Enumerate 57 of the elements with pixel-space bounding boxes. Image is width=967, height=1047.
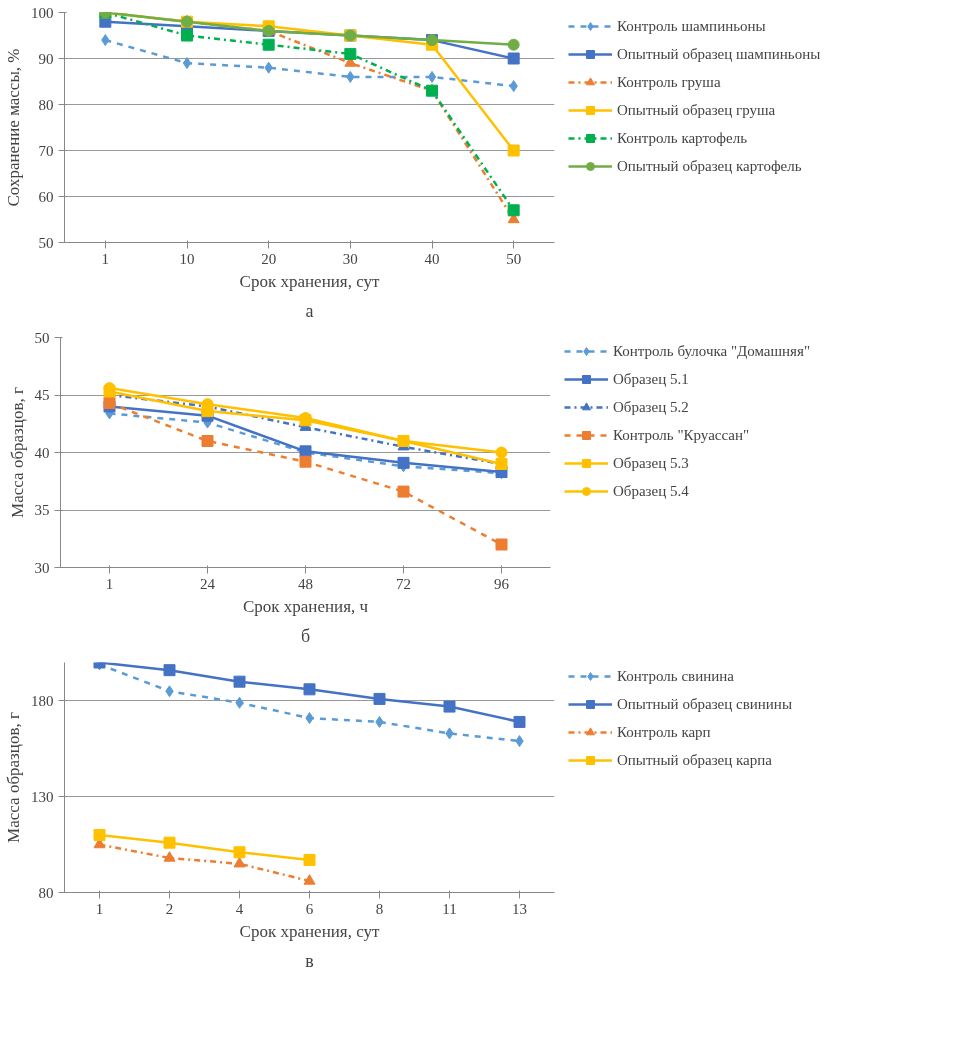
legend-label: Контроль картофель: [617, 129, 747, 147]
x-tick-label: 11: [442, 900, 457, 917]
y-tick-label: 40: [34, 444, 50, 461]
legend-label: Образец 5.2: [613, 398, 689, 416]
x-axis-title: Срок хранения, сут: [239, 271, 380, 291]
x-axis-title: Срок хранения, сут: [239, 921, 380, 941]
text: в: [305, 950, 314, 971]
y-tick-label: 35: [34, 502, 50, 518]
legend-label: Опытный образец картофель: [617, 157, 802, 175]
legend-label: Образец 5.3: [613, 454, 689, 472]
legend-label: Контроль груша: [617, 73, 721, 91]
x-tick-label: 96: [494, 575, 510, 592]
y-axis-title: Масса образцов, г: [7, 387, 27, 518]
y-tick-label: 70: [38, 142, 54, 159]
x-tick-label: 13: [512, 900, 527, 917]
legend-label: Контроль шампиньоны: [617, 17, 766, 35]
x-tick-label: 1: [105, 575, 114, 592]
y-tick-label: 50: [34, 329, 50, 346]
legend-label: Опытный образец свинины: [617, 695, 792, 713]
x-tick-label: 1: [95, 900, 104, 917]
x-tick-label: 50: [506, 250, 522, 267]
x-tick-label: 10: [179, 250, 195, 267]
x-tick-label: 72: [396, 575, 411, 592]
legend-label: Контроль булочка "Домашняя": [613, 342, 811, 360]
x-tick-label: 40: [424, 250, 440, 267]
x-tick-label: 24: [200, 575, 216, 592]
x-tick-label: 30: [342, 250, 358, 267]
y-tick-label: 90: [38, 50, 54, 67]
legend-label: Контроль "Круассан": [613, 426, 750, 444]
y-tick-label: 80: [38, 884, 54, 901]
y-tick-label: 50: [38, 234, 54, 251]
x-tick-label: 4: [235, 900, 244, 917]
text: а: [305, 300, 314, 321]
legend-label: Опытный образец шампиньоны: [617, 45, 821, 63]
y-tick-label: 180: [31, 692, 54, 709]
y-tick-label: 100: [31, 4, 54, 21]
x-tick-label: 6: [305, 900, 314, 917]
text: б: [300, 625, 311, 646]
y-tick-label: 130: [31, 788, 54, 805]
legend-label: Образец 5.4: [613, 482, 689, 500]
x-tick-label: 2: [165, 900, 174, 917]
legend-label: Опытный образец карпа: [617, 751, 772, 769]
x-tick-label: 1: [101, 250, 110, 267]
legend-label: Образец 5.1: [613, 370, 689, 388]
y-tick-label: 45: [34, 387, 50, 403]
y-tick-label: 60: [38, 188, 54, 205]
y-axis-title: Сохранение массы, %: [4, 48, 23, 207]
x-tick-label: 20: [261, 250, 277, 267]
x-tick-label: 8: [375, 900, 384, 917]
y-tick-label: 80: [38, 96, 54, 113]
x-axis-title: Срок хранения, ч: [242, 596, 369, 616]
legend-label: Контроль карп: [617, 723, 711, 741]
y-axis-title: Масса образцов, г: [4, 712, 23, 843]
legend-label: Контроль свинина: [617, 667, 734, 685]
legend-label: Опытный образец груша: [617, 101, 776, 119]
x-tick-label: 48: [298, 575, 313, 592]
y-tick-label: 30: [34, 559, 50, 576]
